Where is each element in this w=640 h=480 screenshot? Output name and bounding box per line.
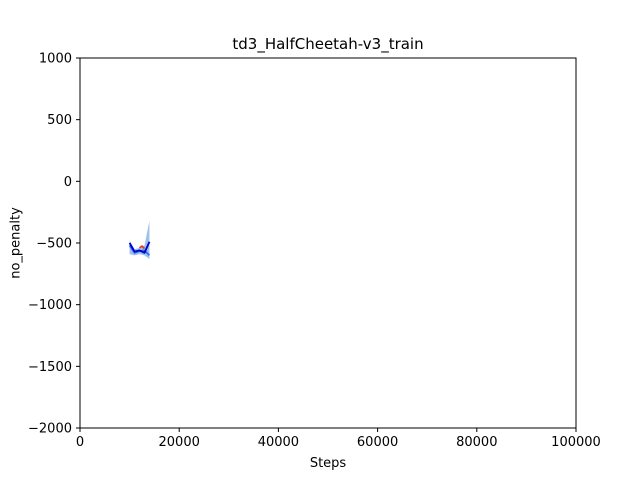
series-line-dark-blue-line [128, 241, 151, 254]
x-tick-label: 40000 [258, 435, 299, 450]
lines-layer [128, 241, 151, 256]
x-tick-label: 20000 [159, 435, 200, 450]
bands-layer [129, 220, 150, 260]
y-axis: −2000 −1500 −1000 −500 0 500 1000 [28, 52, 80, 437]
x-axis: 0 20000 40000 60000 80000 100000 [76, 428, 601, 450]
x-tick-label: 80000 [456, 435, 497, 450]
x-tick-label: 0 [76, 435, 84, 450]
x-tick-label: 60000 [357, 435, 398, 450]
y-tick-label: −1500 [28, 360, 72, 375]
y-tick-label: −1000 [28, 298, 72, 313]
y-tick-label: −500 [36, 237, 72, 252]
plot-frame [79, 57, 577, 429]
y-tick-label: 500 [47, 113, 72, 128]
x-axis-label: Steps [310, 456, 347, 471]
y-axis-label: no_penalty [9, 207, 24, 279]
confidence-band [129, 220, 150, 260]
y-tick-label: −2000 [28, 422, 72, 437]
y-tick-label: 1000 [39, 52, 72, 67]
series-line-red-line [138, 245, 146, 250]
chart-title: td3_HalfCheetah-v3_train [232, 35, 423, 54]
x-tick-label: 100000 [551, 435, 601, 450]
y-tick-label: 0 [64, 175, 72, 190]
